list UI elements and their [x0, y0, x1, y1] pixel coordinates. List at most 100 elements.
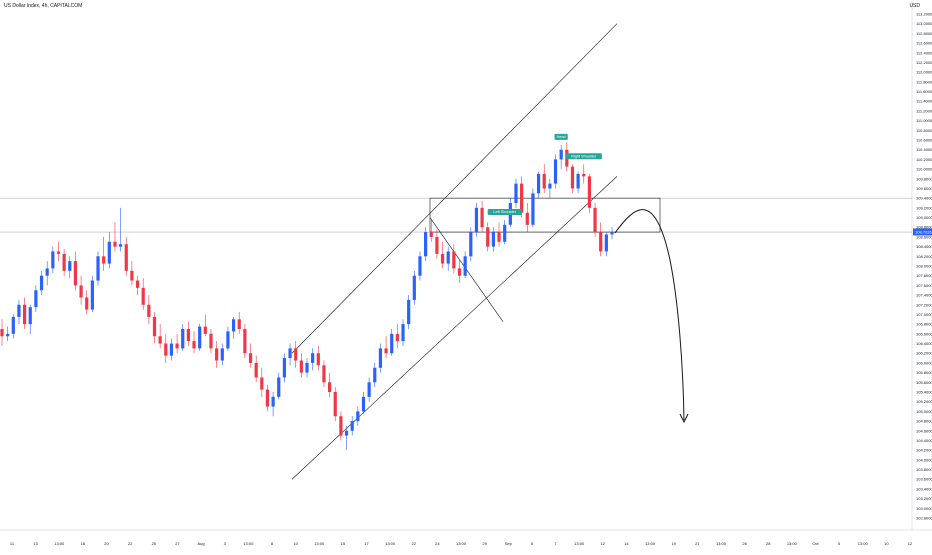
last-price-tag — [913, 228, 932, 236]
candle-body — [209, 333, 213, 349]
annotation-tag — [554, 133, 568, 140]
y-tick-label: 107.0000 — [916, 312, 932, 317]
annotation-label: Right Shoulder — [571, 154, 597, 158]
y-tick-label: 112.0000 — [916, 70, 932, 75]
candle-body — [525, 212, 529, 225]
annotation-label: Head — [557, 135, 566, 139]
y-tick-label: 112.4000 — [916, 50, 932, 55]
y-tick-label: 109.8000 — [916, 176, 932, 181]
x-tick-label: Oct — [812, 541, 819, 546]
x-tick-label: 17 — [364, 541, 369, 546]
y-tick-label: 110.0000 — [916, 167, 932, 172]
candle-body — [384, 348, 388, 354]
channel-lower-line — [291, 176, 618, 480]
y-tick-label: 103.0000 — [916, 506, 932, 511]
y-tick-label: 108.0000 — [916, 264, 932, 269]
y-tick-label: 112.2000 — [916, 60, 932, 65]
candle-body — [299, 360, 303, 373]
x-tick-label: 10 — [884, 541, 889, 546]
y-tick-label: 105.4000 — [916, 390, 932, 395]
candle-body — [85, 297, 89, 310]
y-tick-label: 108.2000 — [916, 254, 932, 259]
candle-body — [327, 382, 332, 392]
candle-body — [124, 244, 128, 271]
candle-body — [271, 396, 275, 407]
y-tick-label: 107.8000 — [916, 273, 932, 278]
candle-body — [497, 232, 501, 242]
y-tick-label: 109.4000 — [916, 196, 932, 201]
candle-body — [593, 207, 597, 233]
y-tick-label: 111.4000 — [916, 99, 932, 104]
candle-body — [158, 336, 162, 344]
candle-body — [28, 307, 32, 325]
y-tick-label: 107.6000 — [916, 283, 932, 288]
candle-body — [322, 365, 326, 383]
candle-body — [102, 256, 106, 264]
arrow-head — [679, 413, 689, 424]
x-tick-label: 11 — [10, 541, 15, 546]
y-tick-label: 111.0000 — [916, 118, 932, 123]
candle-body — [282, 358, 287, 378]
candle-body — [17, 304, 21, 317]
y-tick-label: 104.2000 — [916, 448, 932, 453]
candle-body — [181, 329, 185, 349]
candle-body — [446, 251, 450, 264]
candle-body — [135, 280, 140, 288]
candle-body — [0, 329, 4, 337]
x-tick-label: 19 — [671, 541, 676, 546]
x-tick-label: 13:00 — [858, 541, 869, 546]
x-tick-label: 10 — [293, 541, 298, 546]
y-tick-label: 103.8000 — [916, 467, 932, 472]
candle-body — [424, 232, 428, 257]
x-tick-label: 15 — [341, 541, 346, 546]
candle-body — [491, 232, 495, 247]
candle-body — [480, 207, 484, 228]
candle-body — [542, 173, 546, 189]
candle-body — [599, 232, 603, 252]
x-tick-label: 21 — [695, 541, 700, 546]
y-tick-label: 110.8000 — [916, 128, 932, 133]
candle-body — [107, 241, 111, 264]
candle-body — [186, 329, 190, 342]
candle-body — [164, 343, 168, 356]
candle-body — [407, 299, 411, 325]
candle-body — [604, 234, 608, 252]
x-tick-label: 13:00 — [243, 541, 254, 546]
consolidation-box — [429, 197, 661, 233]
candle-body — [231, 319, 236, 332]
candle-body — [435, 236, 439, 254]
y-tick-label: 110.4000 — [916, 147, 932, 152]
channel-upper-line — [291, 23, 618, 354]
candle-body — [452, 251, 456, 269]
x-tick-label: 12 — [908, 541, 913, 546]
y-tick-label: 113.0000 — [916, 21, 932, 26]
y-tick-label: 104.6000 — [916, 428, 932, 433]
candle-body — [45, 268, 49, 276]
y-tick-label: 109.0000 — [916, 215, 932, 220]
candle-body — [305, 362, 309, 373]
candle-body — [457, 268, 462, 276]
x-tick-label: 24 — [435, 541, 440, 546]
candle-body — [277, 377, 281, 397]
y-tick-label: 108.4000 — [916, 244, 932, 249]
y-tick-label: 105.2000 — [916, 399, 932, 404]
candle-body — [73, 261, 78, 286]
y-tick-label: 106.4000 — [916, 341, 932, 346]
x-tick-label: 25 — [152, 541, 157, 546]
y-tick-label: 109.6000 — [916, 186, 932, 191]
y-tick-label: 110.2000 — [916, 157, 932, 162]
candle-body — [243, 329, 247, 354]
candle-body — [311, 353, 315, 363]
y-tick-label: 112.8000 — [916, 31, 932, 36]
candle-body — [576, 173, 580, 189]
candle-body — [553, 159, 558, 184]
candle-body — [169, 343, 174, 356]
annotation-tag — [487, 208, 522, 215]
x-tick-label: 14 — [624, 541, 629, 546]
x-tick-label: 13:00 — [314, 541, 325, 546]
y-tick-label: 106.8000 — [916, 322, 932, 327]
candle-body — [288, 348, 292, 359]
candle-body — [119, 244, 123, 247]
